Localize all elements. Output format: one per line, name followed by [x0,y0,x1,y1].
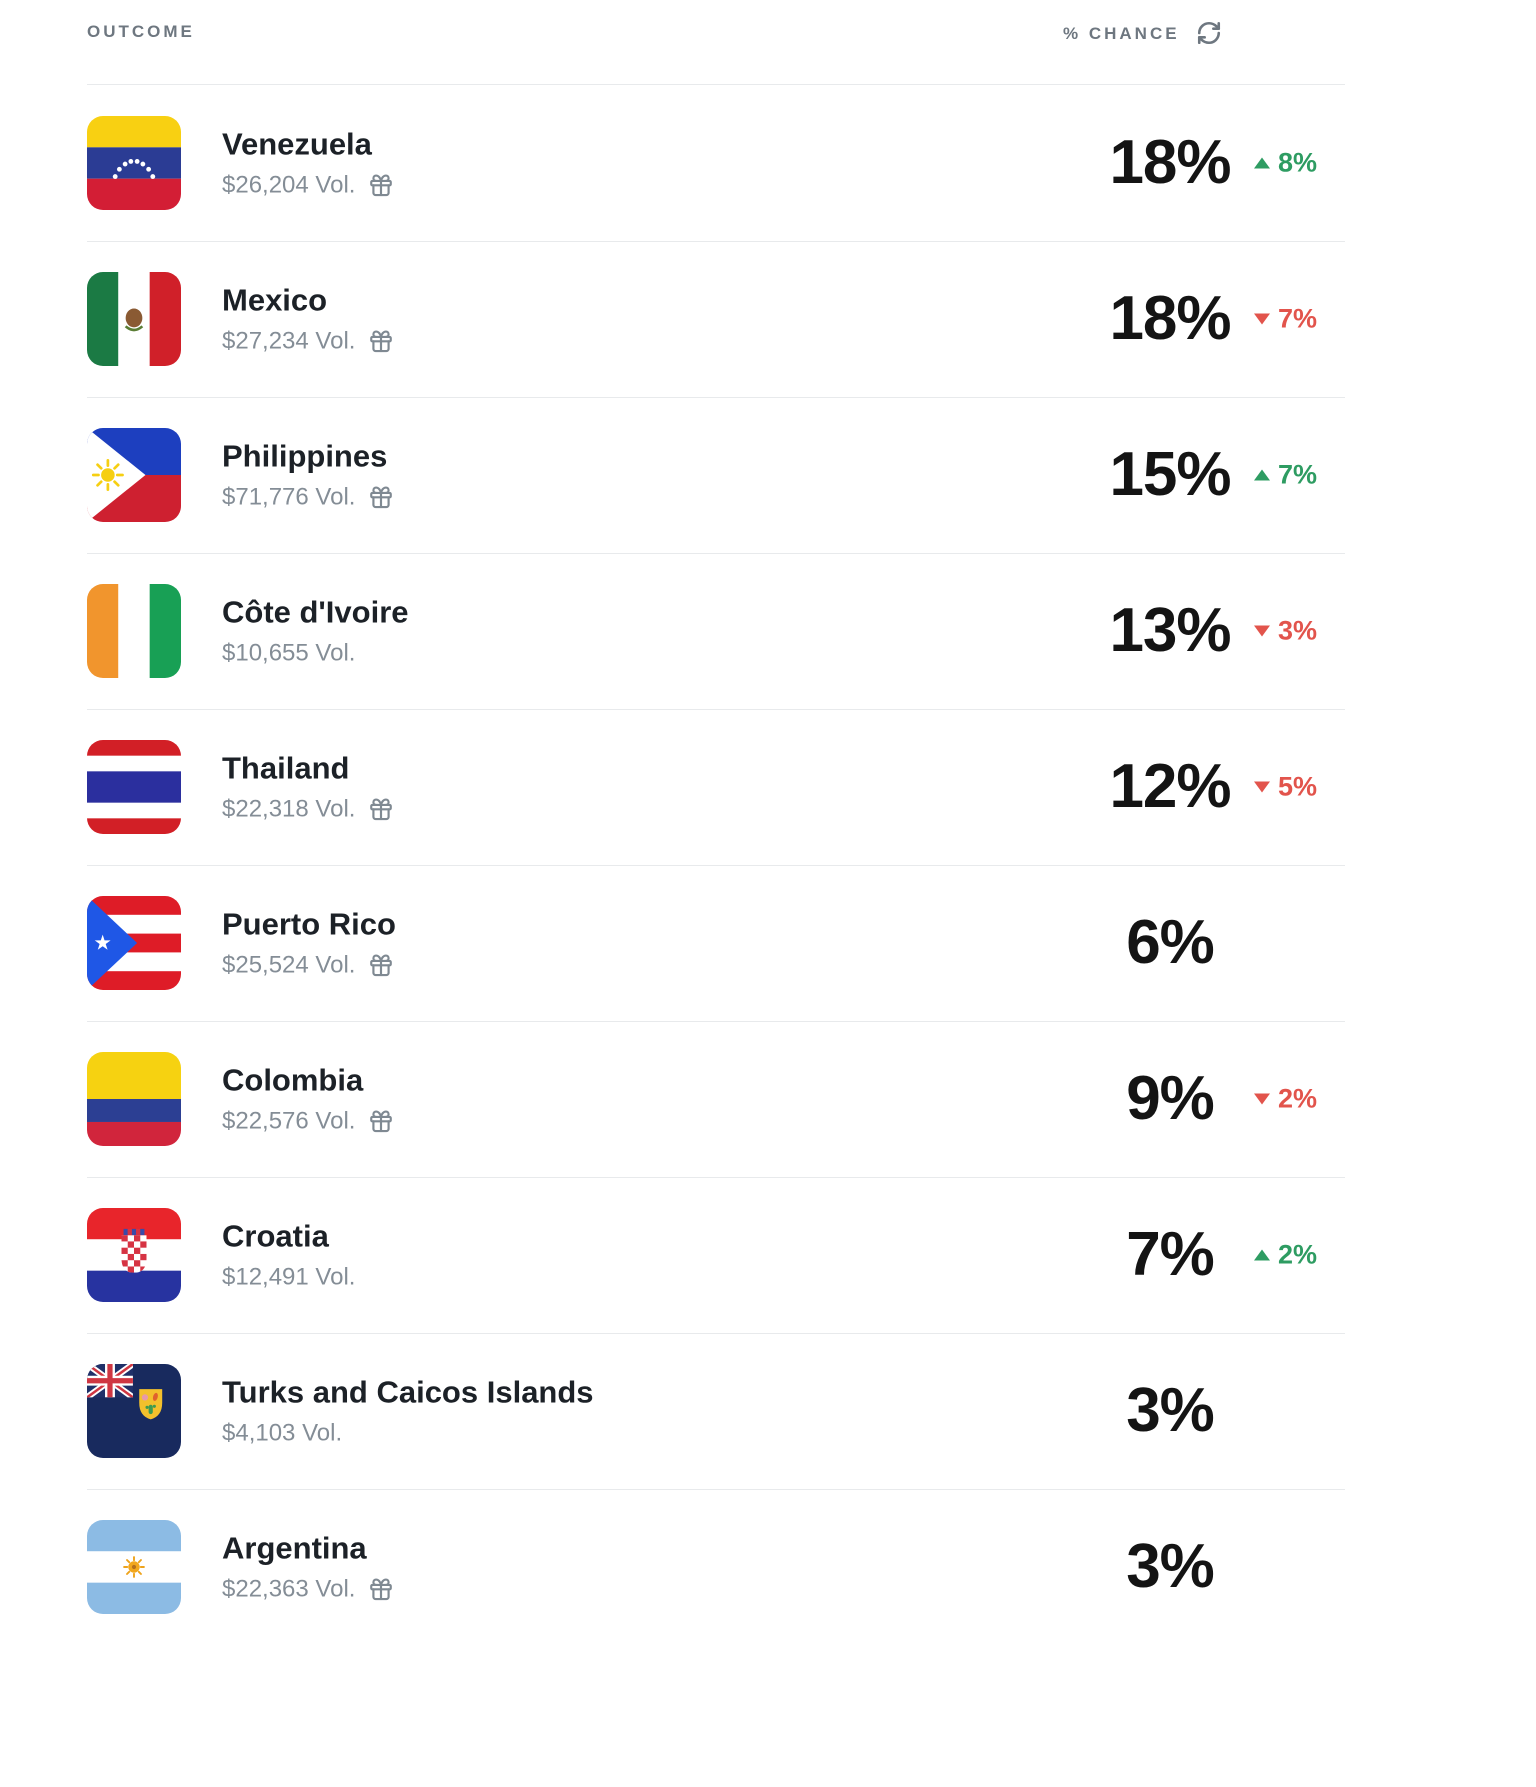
chance-value: 3% [1126,1532,1215,1601]
chance-delta: 7% [1254,460,1317,491]
delta-arrow-icon [1254,781,1270,793]
outcome-name: Philippines [222,438,388,474]
table-header: OUTCOME % CHANCE [0,0,1536,85]
chance-column-label: % CHANCE [1063,24,1180,43]
delta-value: 2% [1278,1239,1318,1270]
gift-icon[interactable] [368,952,394,978]
delta-arrow-icon [1254,469,1270,481]
chance-value: 9% [1126,1064,1215,1133]
chance-value: 15% [1109,440,1231,509]
delta-value: 8% [1278,147,1318,178]
colombia-flag-icon [87,1052,181,1146]
outcomes-list: Venezuela $26,204 Vol. 18% 8% Mexic [0,85,1536,1645]
delta-value: 7% [1278,459,1318,490]
outcome-volume: $4,103 Vol. [222,1418,343,1446]
cote-divoire-flag-icon [87,584,181,678]
chance-delta: 8% [1254,148,1317,179]
thailand-flag-icon [87,740,181,834]
puerto-rico-flag-icon [87,896,181,990]
argentina-flag-icon [87,1520,181,1614]
croatia-flag-icon [87,1208,181,1302]
outcome-name: Mexico [222,282,328,318]
outcome-volume: $26,204 Vol. [222,170,356,198]
outcome-name: Colombia [222,1062,364,1098]
delta-arrow-icon [1254,625,1270,637]
chance-value: 3% [1126,1376,1215,1445]
chance-value: 6% [1126,908,1215,977]
chance-delta: 2% [1254,1084,1317,1115]
chance-delta: 2% [1254,1240,1317,1271]
outcome-row-cote-divoire[interactable]: Côte d'Ivoire $10,655 Vol. 13% 3% [0,553,1536,709]
venezuela-flag-icon [87,116,181,210]
outcome-row-puerto-rico[interactable]: Puerto Rico $25,524 Vol. 6% [0,865,1536,1021]
turks-and-caicos-flag-icon [87,1364,181,1458]
outcome-volume: $71,776 Vol. [222,482,356,510]
outcome-volume: $10,655 Vol. [222,638,356,666]
delta-arrow-icon [1254,313,1270,325]
chance-delta: 7% [1254,304,1317,335]
outcome-row-colombia[interactable]: Colombia $22,576 Vol. 9% 2% [0,1021,1536,1177]
gift-icon[interactable] [368,328,394,354]
gift-icon[interactable] [368,1108,394,1134]
mexico-flag-icon [87,272,181,366]
outcome-volume: $12,491 Vol. [222,1262,356,1290]
gift-icon[interactable] [368,1576,394,1602]
delta-value: 2% [1278,1083,1318,1114]
gift-icon[interactable] [368,172,394,198]
delta-arrow-icon [1254,1249,1270,1261]
outcome-name: Argentina [222,1530,367,1566]
gift-icon[interactable] [368,796,394,822]
outcomes-table: OUTCOME % CHANCE Venezuela $26,204 Vol. [0,0,1536,1645]
chance-column-header: % CHANCE [1063,20,1222,46]
chance-delta: 3% [1254,616,1317,647]
chance-value: 13% [1109,596,1231,665]
outcome-row-argentina[interactable]: Argentina $22,363 Vol. 3% [0,1489,1536,1645]
outcome-row-venezuela[interactable]: Venezuela $26,204 Vol. 18% 8% [0,85,1536,241]
outcome-row-thailand[interactable]: Thailand $22,318 Vol. 12% 5% [0,709,1536,865]
outcome-row-turks-and-caicos[interactable]: Turks and Caicos Islands $4,103 Vol. 3% [0,1333,1536,1489]
chance-value: 18% [1109,284,1231,353]
outcome-name: Turks and Caicos Islands [222,1374,594,1410]
outcome-name: Croatia [222,1218,329,1254]
chance-value: 7% [1126,1220,1215,1289]
outcome-volume: $27,234 Vol. [222,326,356,354]
delta-arrow-icon [1254,157,1270,169]
outcome-volume: $22,363 Vol. [222,1574,356,1602]
outcome-name: Puerto Rico [222,906,396,942]
chance-delta: 5% [1254,772,1317,803]
delta-value: 7% [1278,303,1318,334]
outcome-name: Côte d'Ivoire [222,594,409,630]
refresh-icon[interactable] [1196,20,1222,46]
outcome-row-croatia[interactable]: Croatia $12,491 Vol. 7% 2% [0,1177,1536,1333]
outcome-row-mexico[interactable]: Mexico $27,234 Vol. 18% 7% [0,241,1536,397]
chance-value: 12% [1109,752,1231,821]
outcome-volume: $25,524 Vol. [222,950,356,978]
gift-icon[interactable] [368,484,394,510]
chance-value: 18% [1109,128,1231,197]
outcome-name: Thailand [222,750,350,786]
outcome-row-philippines[interactable]: Philippines $71,776 Vol. 15% 7% [0,397,1536,553]
outcome-volume: $22,318 Vol. [222,794,356,822]
outcome-column-header: OUTCOME [87,22,195,41]
delta-value: 5% [1278,771,1318,802]
delta-value: 3% [1278,615,1318,646]
philippines-flag-icon [87,428,181,522]
delta-arrow-icon [1254,1093,1270,1105]
outcome-volume: $22,576 Vol. [222,1106,356,1134]
outcome-name: Venezuela [222,126,372,162]
